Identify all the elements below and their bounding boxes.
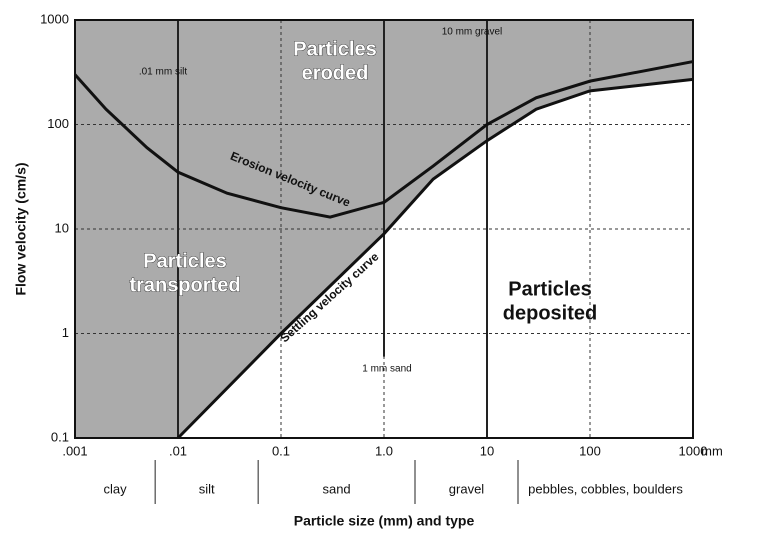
annotation: 1 mm sand	[362, 364, 411, 375]
deposition-area	[178, 79, 693, 438]
particle-type: pebbles, cobbles, boulders	[528, 481, 683, 496]
curve	[73, 60, 694, 219]
x-tick-label: 1000	[679, 443, 708, 458]
particle-type: sand	[322, 481, 350, 496]
region-label: eroded	[302, 62, 369, 84]
region-label: Particles	[143, 250, 226, 272]
particle-type: silt	[199, 481, 215, 496]
curve	[176, 77, 694, 440]
y-tick-label: 100	[47, 116, 69, 131]
x-axis-label: Particle size (mm) and type	[294, 513, 475, 529]
particle-type: clay	[104, 481, 128, 496]
y-axis-label: Flow velocity (cm/s)	[13, 162, 29, 295]
x-tick-label: 0.1	[272, 443, 290, 458]
region-label: transported	[129, 274, 240, 296]
region-label: Particles	[293, 38, 376, 60]
x-tick-label: 10	[480, 443, 494, 458]
region-label: deposited	[503, 302, 597, 324]
y-tick-label: 1000	[40, 11, 69, 26]
annotation: .01 mm silt	[139, 67, 188, 78]
y-tick-label: 10	[55, 220, 69, 235]
x-unit: mm	[701, 443, 723, 458]
x-tick-label: .001	[62, 443, 87, 458]
x-tick-label: .01	[169, 443, 187, 458]
y-tick-label: 0.1	[51, 429, 69, 444]
x-tick-label: 100	[579, 443, 601, 458]
x-tick-label: 1.0	[375, 443, 393, 458]
annotation: 10 mm gravel	[442, 27, 503, 38]
plot-frame	[74, 19, 694, 439]
particle-type: gravel	[449, 481, 485, 496]
region-label: Particles	[508, 278, 591, 300]
y-tick-label: 1	[62, 325, 69, 340]
